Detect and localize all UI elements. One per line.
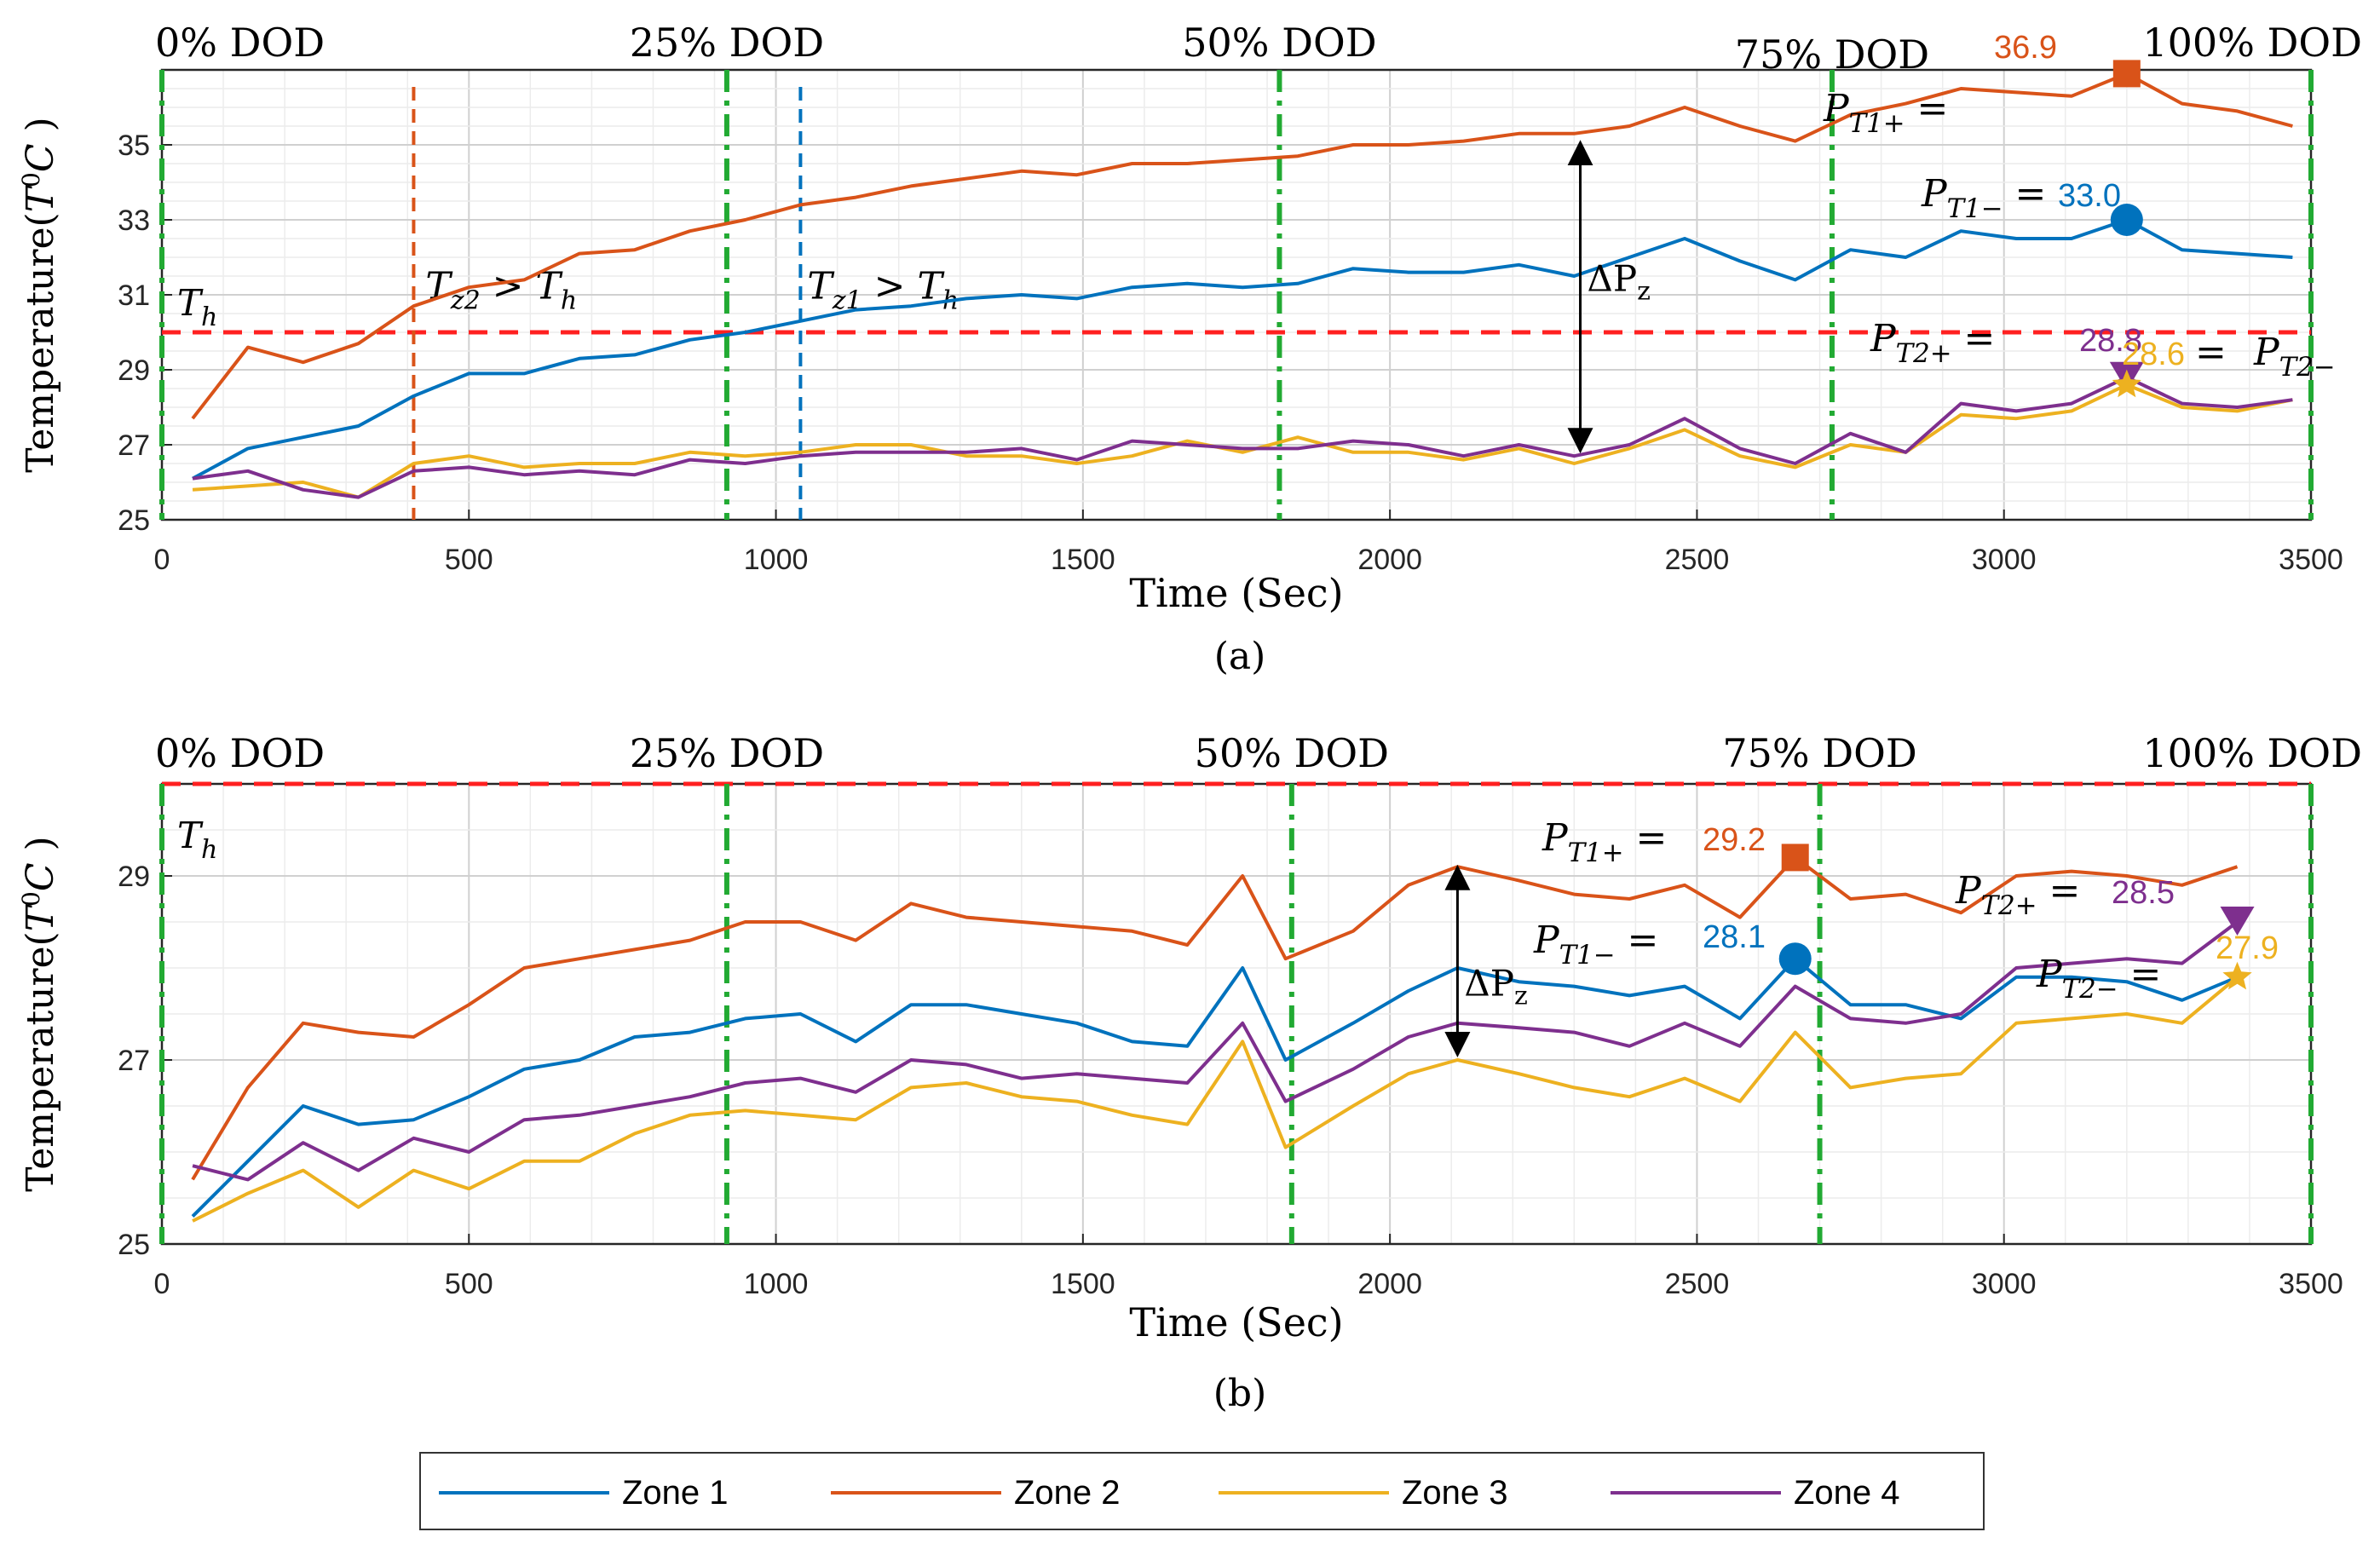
x-tick-label: 500 — [445, 1268, 493, 1300]
series-line-zone-4 — [192, 920, 2239, 1182]
x-tick-label: 1000 — [744, 544, 809, 576]
series-line-zone-2 — [191, 855, 2239, 1181]
y-tick-label: 27 — [118, 1045, 150, 1077]
legend-label: Zone 1 — [622, 1474, 729, 1512]
event-label: Tz1 > Th — [807, 264, 959, 315]
caption-b: (b) — [1213, 1372, 1267, 1415]
legend-label: Zone 4 — [1794, 1474, 1900, 1512]
legend-item: Zone 4 — [1611, 1474, 1900, 1512]
x-tick-label: 2000 — [1357, 1268, 1422, 1300]
x-tick-label: 3000 — [1972, 544, 2037, 576]
point-label: PT2+ = — [1870, 317, 1995, 369]
legend: Zone 1 Zone 2 Zone 3 Zone 4 — [419, 1452, 1985, 1530]
legend-box — [419, 1452, 1985, 1530]
panel-b: 0 500 1000 1500 2000 2500 3000 3500 25 27 29 Time (… — [17, 730, 2362, 1345]
y-tick-label: 27 — [118, 429, 150, 462]
legend-item: Zone 2 — [831, 1474, 1121, 1512]
x-tick-label: 3000 — [1972, 1268, 2037, 1300]
panel-a: 0 500 1000 1500 2000 2500 3000 3500 25 27 29 31 33 35… — [17, 20, 2362, 616]
dod-label: 0% DOD — [155, 20, 325, 66]
series-line-zone-4 — [192, 375, 2293, 499]
x-tick-label: 2000 — [1357, 544, 1422, 576]
point-value: 27.9 — [2216, 930, 2279, 966]
dod-label: 100% DOD — [2142, 20, 2362, 66]
series-line-zone-1 — [192, 218, 2293, 481]
y-tick-label: 31 — [118, 279, 150, 312]
delta-label: ΔPz — [1464, 962, 1527, 1011]
point-marker-triangle — [2220, 907, 2255, 936]
event-label: Tz2 > Th — [425, 264, 577, 315]
series-line-zone-1 — [191, 957, 2239, 1218]
point-label: PT1+ = — [1542, 816, 1667, 868]
threshold-label: Th — [177, 815, 217, 865]
x-tick-label: 500 — [445, 544, 493, 576]
point-marker-star — [2112, 369, 2141, 398]
point-label: PT1+ = — [1823, 87, 1948, 139]
x-axis-label: Time (Sec) — [1129, 1299, 1343, 1345]
dod-label: 25% DOD — [630, 730, 824, 776]
point-marker-circle — [1778, 942, 1812, 976]
point-label: PT1− = — [1921, 172, 2046, 224]
point-label: PT2− — [2253, 331, 2336, 383]
x-tick-label: 1000 — [744, 1268, 809, 1300]
y-tick-label: 29 — [118, 861, 150, 893]
point-value: 28.8 — [2079, 323, 2142, 359]
dod-label: 50% DOD — [1195, 730, 1389, 776]
x-axis-label: Time (Sec) — [1129, 570, 1343, 616]
series-line-zone-3 — [192, 976, 2239, 1223]
point-eq: = — [2195, 331, 2227, 374]
dod-label: 75% DOD — [1722, 730, 1916, 776]
legend-label: Zone 2 — [1014, 1474, 1121, 1512]
point-marker-star — [2222, 961, 2252, 990]
legend-item: Zone 1 — [439, 1474, 729, 1512]
caption-a: (a) — [1214, 635, 1266, 678]
x-tick-label: 0 — [154, 544, 170, 576]
point-value: 36.9 — [1994, 30, 2057, 66]
point-marker-square — [1781, 844, 1809, 872]
x-tick-label: 1500 — [1051, 544, 1115, 576]
dod-label: 25% DOD — [630, 20, 824, 66]
y-axis-label: Temperature(T0C ) — [17, 117, 62, 472]
x-tick-label: 1500 — [1051, 1268, 1115, 1300]
series-line-zone-2 — [191, 72, 2293, 420]
point-label: PT2+ = — [1955, 869, 2080, 921]
x-tick-label: 3500 — [2279, 544, 2343, 576]
y-tick-label: 33 — [118, 204, 150, 237]
x-tick-label: 0 — [154, 1268, 170, 1300]
dod-label: 75% DOD — [1735, 32, 1929, 78]
dod-label: 50% DOD — [1182, 20, 1376, 66]
point-value: 28.5 — [2112, 875, 2175, 911]
point-label: PT2− = — [2036, 953, 2161, 1005]
threshold-label: Th — [177, 282, 217, 332]
legend-label: Zone 3 — [1402, 1474, 1508, 1512]
y-axis-label: Temperature(T0C ) — [17, 836, 62, 1191]
x-tick-label: 3500 — [2279, 1268, 2343, 1300]
point-value: 28.6 — [2122, 337, 2185, 372]
dod-label: 0% DOD — [155, 730, 325, 776]
dod-label: 100% DOD — [2142, 730, 2362, 776]
y-tick-label: 35 — [118, 130, 150, 162]
y-tick-label: 29 — [118, 354, 150, 387]
x-tick-label: 2500 — [1665, 1268, 1730, 1300]
point-value: 33.0 — [2058, 178, 2121, 214]
x-tick-label: 2500 — [1665, 544, 1730, 576]
series-line-zone-3 — [192, 383, 2293, 499]
delta-label: ΔPz — [1588, 258, 1651, 307]
y-tick-label: 25 — [118, 504, 150, 537]
point-marker-square — [2112, 60, 2141, 88]
legend-item: Zone 3 — [1219, 1474, 1508, 1512]
point-label: PT1− = — [1533, 919, 1658, 970]
point-value: 28.1 — [1703, 919, 1766, 955]
y-tick-label: 25 — [118, 1229, 150, 1261]
point-marker-circle — [2110, 204, 2143, 236]
point-value: 29.2 — [1703, 822, 1766, 858]
